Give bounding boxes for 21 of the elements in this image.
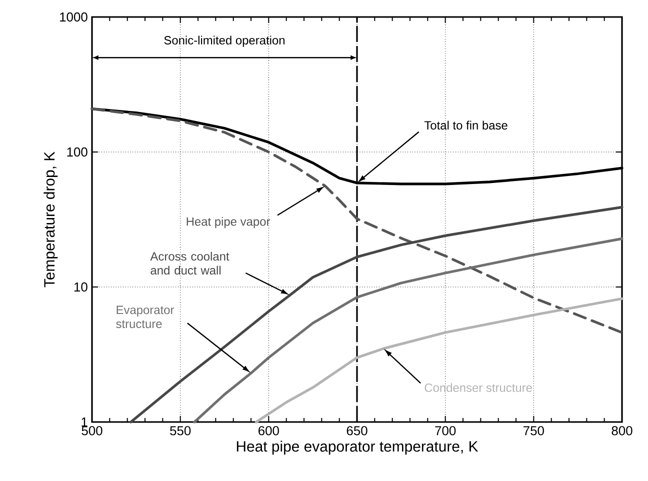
text: Across coolant and duct wall xyxy=(150,252,230,275)
text: Evaporator structure xyxy=(116,306,174,328)
x-axis-title: Heat pipe evaporator temperature, K xyxy=(236,440,478,455)
x-tick-label: 500 xyxy=(82,426,102,436)
x-tick-label: 600 xyxy=(258,426,279,436)
y-axis-title: Temperature drop, K xyxy=(44,152,58,288)
y-tick-label: 10 xyxy=(74,282,88,292)
text: Total to fin base xyxy=(424,120,508,130)
text: Condenser structure xyxy=(424,383,532,392)
x-tick-label: 750 xyxy=(524,426,544,436)
annotation: Sonic-limited operation xyxy=(164,36,284,47)
x-tick-label: 800 xyxy=(612,426,632,436)
x-tick-label: 700 xyxy=(435,426,456,436)
line-series xyxy=(255,297,624,424)
line-series xyxy=(90,107,624,334)
y-tick-label: 1 xyxy=(82,418,88,426)
text: Heat pipe vapor xyxy=(186,217,270,228)
x-tick-label: 650 xyxy=(346,426,368,436)
y-tick-label: 1000 xyxy=(60,12,88,22)
y-tick-label: 100 xyxy=(67,147,88,157)
x-tick-label: 550 xyxy=(170,426,191,436)
